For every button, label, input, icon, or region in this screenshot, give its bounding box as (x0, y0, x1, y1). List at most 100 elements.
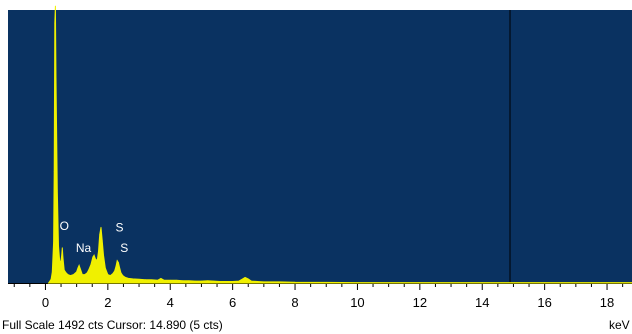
spectrum-point (51, 271, 53, 273)
tick-label: 8 (291, 295, 298, 310)
spectrum-point (144, 279, 146, 281)
spectrum-point (58, 245, 59, 247)
spectrum-point (114, 270, 116, 272)
spectrum-point (70, 275, 71, 276)
spectrum-point (182, 280, 184, 282)
plot-area[interactable] (8, 10, 632, 283)
spectrum-point (67, 274, 69, 276)
spectrum-point (77, 267, 79, 269)
spectrum-point (263, 281, 265, 283)
spectrum-point (481, 282, 483, 284)
spectrum-point (169, 279, 171, 281)
spectrum-point (294, 281, 296, 283)
peak-label: S (116, 221, 124, 235)
spectrum-point (79, 268, 81, 270)
spectrum-point (138, 278, 140, 280)
tick-label: 12 (413, 295, 427, 310)
spectrum-point (119, 267, 121, 269)
spectrum-point (98, 251, 99, 252)
spectrum-point (157, 279, 159, 281)
spectrum-point (176, 279, 177, 281)
spectrum-point (55, 78, 57, 80)
spectrum-point (61, 247, 63, 249)
spectrum-point (101, 239, 103, 241)
spectrum-point (132, 278, 134, 280)
spectrum-point (96, 260, 98, 262)
peak-label: C (52, 0, 61, 5)
spectrum-point (213, 280, 215, 282)
spectrum-point (241, 278, 243, 280)
spectrum-point (92, 256, 94, 258)
spectrum-point (99, 234, 101, 236)
spectrum-point (104, 267, 106, 269)
spectrum-point (357, 282, 358, 284)
spectrum-point (250, 280, 252, 282)
spectrum-point (116, 260, 118, 262)
spectrum-point (61, 254, 63, 256)
tick-label: 14 (475, 295, 489, 310)
spectrum-point (238, 280, 240, 282)
spectrum-point (232, 281, 234, 282)
spectrum-point (201, 280, 202, 282)
spectrum-point (124, 277, 126, 278)
spectrum-point (62, 256, 64, 258)
spectrum-point (50, 278, 52, 280)
spectrum-point (78, 264, 80, 266)
spectrum-point (60, 260, 62, 262)
spectrum-point (56, 189, 58, 191)
spectrum-point (325, 282, 327, 283)
peak-label: O (60, 219, 69, 233)
spectrum-point (151, 279, 152, 281)
spectrum-point (257, 281, 258, 282)
tick-label: 18 (600, 295, 614, 310)
spectrum-point (544, 282, 546, 284)
spectrum-point (73, 274, 74, 276)
spectrum-point (128, 277, 129, 279)
spectrum-point (160, 277, 162, 279)
tick-label: 0 (42, 295, 49, 310)
spectrum-point (100, 226, 102, 228)
spectrum-point (53, 171, 55, 173)
spectrum-point (112, 273, 114, 275)
spectrum-point (606, 282, 608, 284)
spectrum-point (226, 281, 227, 282)
spectrum-point (279, 281, 280, 283)
spectrum-point (94, 258, 96, 260)
spectrum-point (122, 275, 124, 276)
spectrum-point (219, 281, 221, 282)
spectrum-point (103, 254, 104, 256)
spectrum-point (115, 265, 117, 267)
spectrum-point (53, 241, 54, 243)
tick-label: 6 (229, 295, 236, 310)
peak-label: Na (76, 241, 92, 255)
tick-label: 16 (537, 295, 551, 310)
peak-label: S (120, 241, 128, 255)
spectrum-point (54, 22, 56, 24)
spectrum-point (81, 274, 83, 276)
spectrum-series (47, 5, 632, 284)
spectrum-point (88, 268, 90, 270)
tick-label: 4 (167, 295, 174, 310)
spectrum-point (419, 282, 421, 284)
spectrum-point (188, 280, 190, 282)
tick-label: 2 (104, 295, 111, 310)
peak-labels: C O Na SS (52, 0, 128, 255)
spectrum-point (84, 274, 86, 276)
spectrum-point (76, 271, 78, 273)
spectrum-point (86, 272, 88, 274)
spectrum-point (90, 264, 92, 265)
spectrum-point (93, 254, 95, 256)
tick-label: 10 (350, 295, 364, 310)
spectrum-point (120, 272, 122, 274)
spectrum-point (247, 278, 249, 280)
status-readout: Full Scale 1492 cts Cursor: 14.890 (5 ct… (2, 318, 223, 332)
spectrum-point (118, 262, 119, 263)
spectrum-point (194, 280, 196, 282)
spectrum-point (65, 272, 67, 274)
spectrum-point (107, 274, 109, 276)
unit-label: keV (609, 318, 630, 332)
spectrum-point (163, 279, 165, 281)
spectrum-point (207, 280, 209, 282)
spectrum-point (59, 262, 61, 263)
